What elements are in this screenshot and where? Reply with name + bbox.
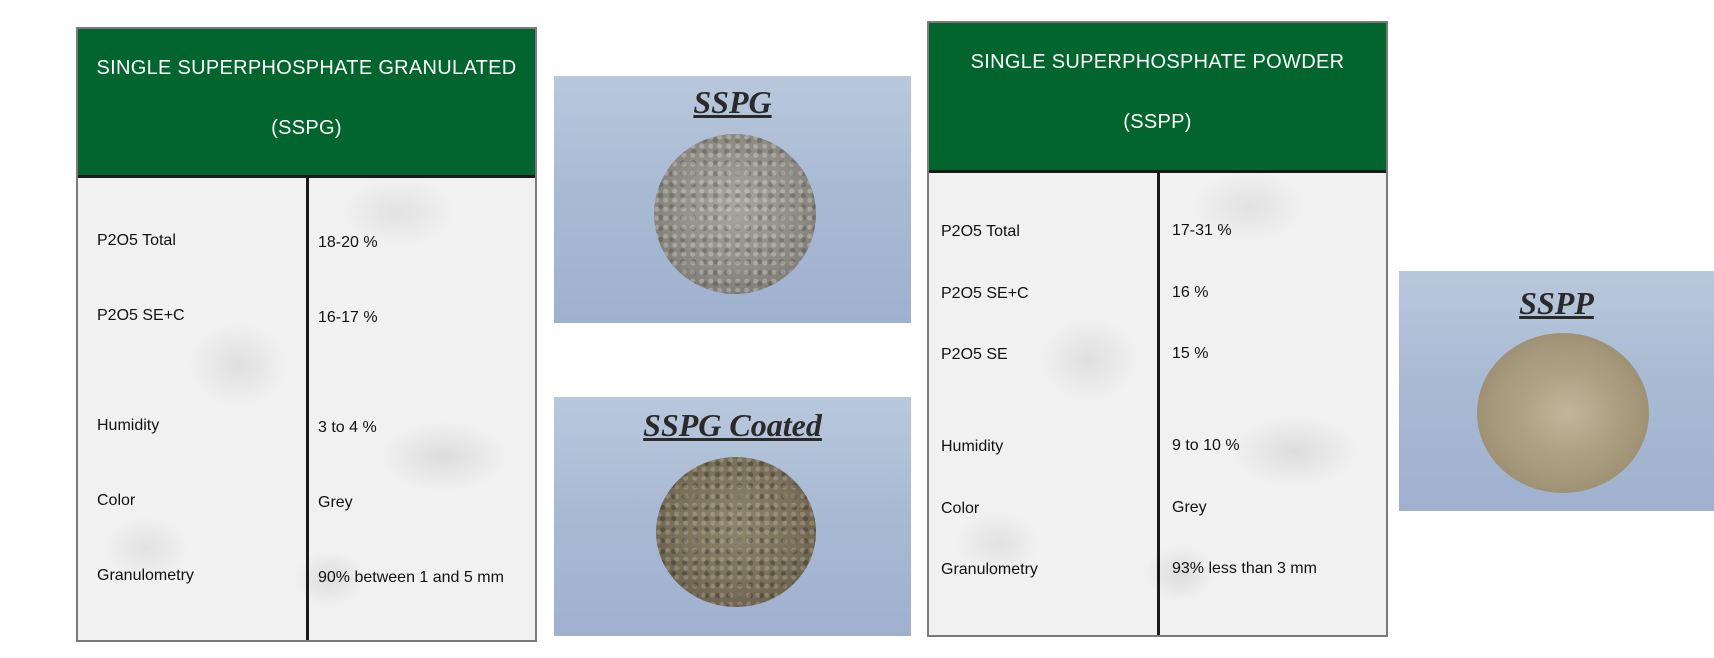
sspp-row-label: P2O5 Total <box>941 223 1020 240</box>
sspg-row-label: Color <box>97 492 136 509</box>
sspp-photo-label: SSPP <box>1519 285 1594 321</box>
sspp-row-label: Humidity <box>941 438 1004 455</box>
sspg-row-label: Granulometry <box>97 567 194 584</box>
sspp-row-label: P2O5 SE+C <box>941 285 1029 302</box>
sspp-row-value: 16 % <box>1172 284 1209 301</box>
sspg-product-photo: SSPG <box>554 76 911 323</box>
sspp-spec-card: SINGLE SUPERPHOSPHATE POWDER (SSPP) P2O5… <box>927 21 1388 637</box>
sspg-card-subtitle: (SSPG) <box>271 117 342 139</box>
sspg-row-label: Humidity <box>97 417 160 434</box>
sspg-row-label: P2O5 SE+C <box>97 307 185 324</box>
sspg-row-value: 90% between 1 and 5 mm <box>318 569 504 586</box>
sspg-row-value: 18-20 % <box>318 234 378 251</box>
sspg-coated-product-photo: SSPG Coated <box>554 397 911 636</box>
sspp-card-subtitle: (SSPP) <box>1123 111 1192 133</box>
sspg-row-value: Grey <box>318 494 353 511</box>
sspp-powder-pile <box>1477 333 1649 493</box>
sspg-row-label: P2O5 Total <box>97 232 176 249</box>
sspg-row-value: 16-17 % <box>318 309 378 326</box>
sspg-row-value: 3 to 4 % <box>318 419 377 436</box>
sspg-granules-pile <box>654 134 816 294</box>
sspp-product-photo: SSPP <box>1399 271 1714 511</box>
sspp-row-value: 17-31 % <box>1172 222 1232 239</box>
sspp-row-label: P2O5 SE <box>941 346 1008 363</box>
sspp-row-label: Color <box>941 500 980 517</box>
sspg-column-divider <box>306 178 309 640</box>
sspp-row-value: 15 % <box>1172 345 1209 362</box>
sspg-photo-label: SSPG <box>693 84 772 120</box>
sspp-row-value: Grey <box>1172 499 1207 516</box>
sspg-card-title: SINGLE SUPERPHOSPHATE GRANULATED <box>96 57 517 79</box>
sspg-card-header: SINGLE SUPERPHOSPHATE GRANULATED (SSPG) <box>78 29 535 178</box>
sspp-row-label: Granulometry <box>941 561 1038 578</box>
sspg-coated-photo-label: SSPG Coated <box>643 407 822 443</box>
sspp-card-title: SINGLE SUPERPHOSPHATE POWDER <box>970 51 1345 73</box>
sspg-coated-granules-pile <box>656 457 816 607</box>
sspp-row-value: 9 to 10 % <box>1172 437 1240 454</box>
sspp-column-divider <box>1157 173 1160 635</box>
sspg-spec-card: SINGLE SUPERPHOSPHATE GRANULATED (SSPG) … <box>76 27 537 642</box>
sspp-card-header: SINGLE SUPERPHOSPHATE POWDER (SSPP) <box>929 23 1386 173</box>
sspp-row-value: 93% less than 3 mm <box>1172 560 1317 577</box>
